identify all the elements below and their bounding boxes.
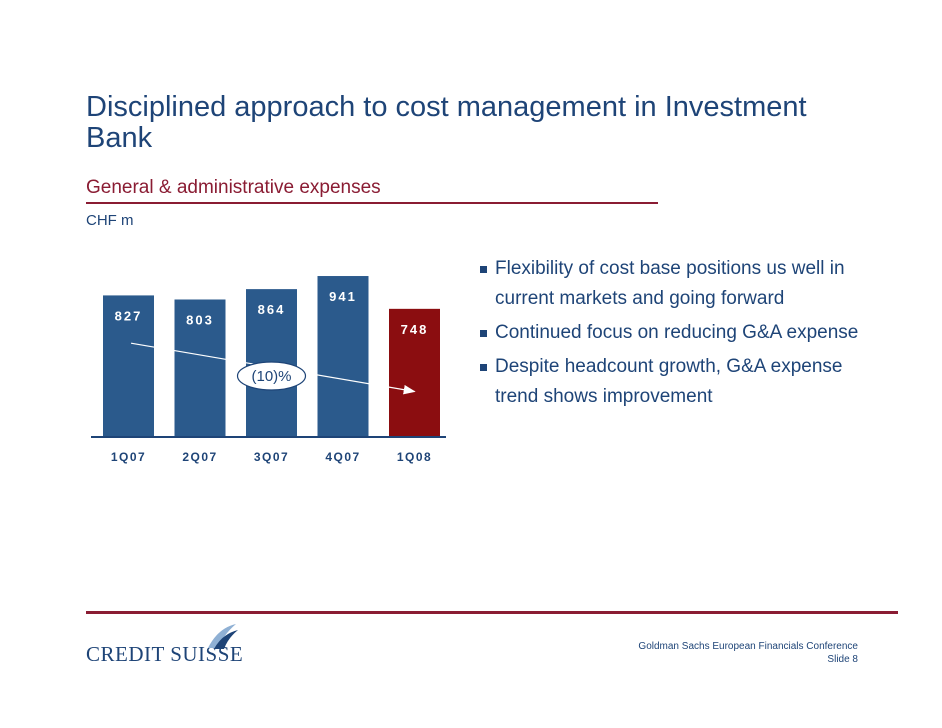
bars-group — [103, 276, 440, 436]
x-tick-label: 1Q08 — [397, 450, 432, 464]
bullet-text: Flexibility of cost base positions us we… — [495, 258, 845, 309]
bar-value-label: 864 — [258, 302, 286, 317]
x-tick-label: 3Q07 — [254, 450, 289, 464]
bullet-square-icon — [480, 364, 487, 371]
bar-2Q07 — [174, 299, 226, 436]
footer-divider — [86, 611, 898, 614]
bullet-item: Continued focus on reducing G&A expense — [480, 318, 880, 348]
bar-1Q07 — [103, 295, 154, 436]
bar-1Q08 — [389, 308, 440, 436]
unit-label: CHF m — [86, 212, 134, 229]
x-tick-label: 2Q07 — [182, 450, 217, 464]
credit-suisse-logo: CREDIT SUISSE — [86, 622, 256, 666]
bullet-item: Despite headcount growth, G&A expense tr… — [480, 352, 880, 412]
bar-4Q07 — [317, 276, 369, 436]
subtitle-divider — [86, 202, 658, 204]
bullet-list: Flexibility of cost base positions us we… — [480, 254, 880, 416]
chart-subtitle: General & administrative expenses — [86, 177, 381, 198]
conference-name: Goldman Sachs European Financials Confer… — [638, 641, 858, 652]
footer-info: Goldman Sachs European Financials Confer… — [638, 640, 858, 666]
labels-group: 827 1Q07 803 2Q07 864 3Q07 941 4Q07 748 1Q08 — [111, 289, 432, 464]
bullet-item: Flexibility of cost base positions us we… — [480, 254, 880, 314]
bullet-square-icon — [480, 330, 487, 337]
trend-annotation: (10)% — [236, 361, 307, 391]
slide-number: Slide 8 — [827, 654, 858, 665]
x-tick-label: 4Q07 — [325, 450, 360, 464]
bar-value-label: 748 — [401, 322, 429, 337]
trend-annotation-bubble — [236, 361, 307, 391]
slide-title: Disciplined approach to cost management … — [86, 91, 807, 154]
bar-value-label: 941 — [329, 289, 357, 304]
bar-value-label: 803 — [186, 312, 214, 327]
trend-annotation-label: (10)% — [251, 368, 291, 385]
x-tick-label: 1Q07 — [111, 450, 146, 464]
bullet-square-icon — [480, 266, 487, 273]
sails-icon — [208, 624, 238, 649]
bullet-text: Continued focus on reducing G&A expense — [495, 322, 859, 343]
bar-value-label: 827 — [115, 308, 143, 323]
bullet-text: Despite headcount growth, G&A expense tr… — [495, 356, 843, 407]
